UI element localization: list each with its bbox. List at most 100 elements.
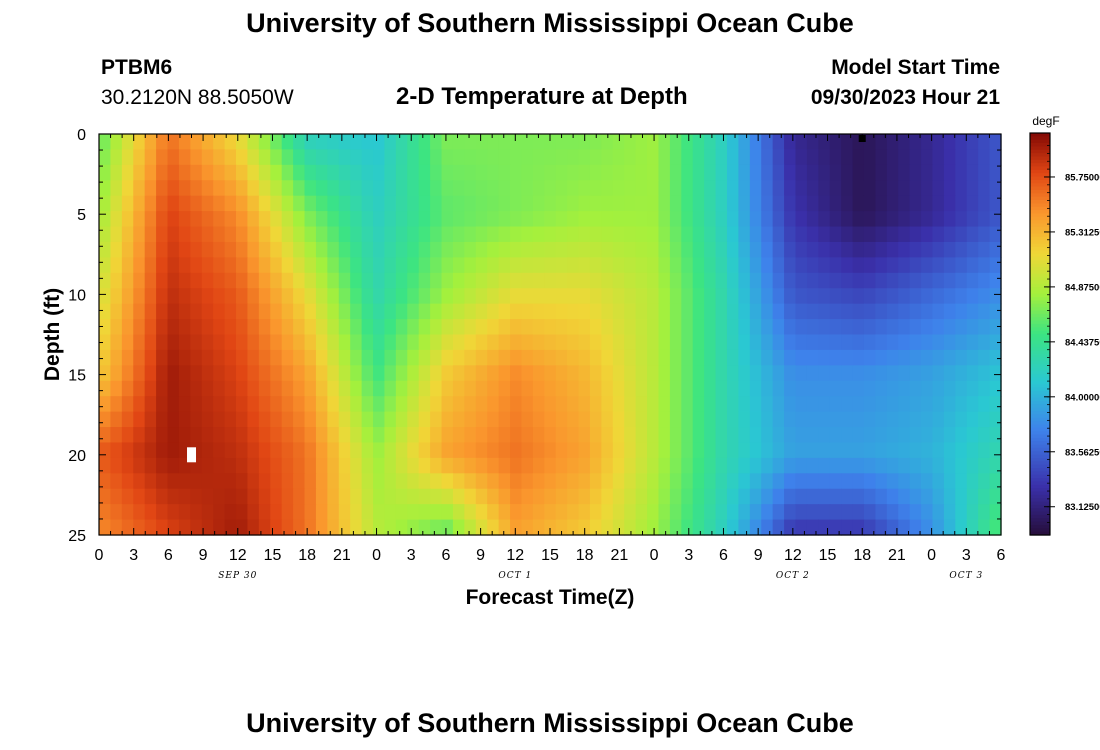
heatmap-cell	[692, 349, 705, 366]
heatmap-cell	[761, 226, 774, 243]
heatmap-cell	[681, 149, 694, 166]
heatmap-cell	[121, 134, 134, 151]
heatmap-cell	[190, 288, 203, 305]
heatmap-cell	[726, 442, 739, 459]
x-tick-label: 0	[95, 547, 104, 564]
heatmap-cell	[464, 504, 477, 521]
colorbar-swatch	[1030, 528, 1050, 533]
heatmap-cell	[304, 319, 317, 336]
heatmap-cell	[133, 427, 146, 444]
heatmap-cell	[943, 380, 956, 397]
heatmap-cell	[510, 241, 523, 258]
heatmap-cell	[818, 427, 831, 444]
heatmap-cell	[213, 411, 226, 428]
heatmap-cell	[441, 134, 454, 151]
heatmap-cell	[555, 180, 568, 197]
heatmap-cell	[418, 164, 431, 181]
heatmap-cell	[989, 288, 1002, 305]
y-tick-label: 0	[77, 127, 86, 144]
heatmap-cell	[909, 504, 922, 521]
heatmap-cell	[829, 365, 842, 382]
heatmap-cell	[647, 488, 660, 505]
heatmap-cell	[692, 457, 705, 474]
heatmap-cell	[213, 288, 226, 305]
heatmap-cell	[407, 427, 420, 444]
heatmap-cell	[110, 272, 123, 289]
heatmap-cell	[510, 365, 523, 382]
heatmap-cell	[247, 241, 260, 258]
heatmap-cell	[966, 241, 979, 258]
heatmap-cell	[133, 241, 146, 258]
heatmap-cell	[578, 272, 591, 289]
heatmap-cell	[441, 457, 454, 474]
heatmap-cell	[498, 427, 511, 444]
x-tick-label: 3	[129, 547, 138, 564]
heatmap-cell	[624, 272, 637, 289]
heatmap-cell	[875, 365, 888, 382]
heatmap-cell	[384, 365, 397, 382]
heatmap-cell	[852, 272, 865, 289]
heatmap-cell	[989, 272, 1002, 289]
heatmap-cell	[452, 272, 465, 289]
heatmap-cell	[133, 272, 146, 289]
heatmap-cell	[224, 519, 237, 536]
heatmap-cell	[863, 164, 877, 181]
heatmap-cell	[601, 149, 614, 166]
heatmap-cell	[236, 134, 249, 151]
heatmap-cell	[749, 488, 762, 505]
heatmap-cell	[418, 303, 431, 320]
heatmap-cell	[213, 241, 226, 258]
heatmap-cell	[567, 504, 580, 521]
heatmap-cell	[178, 504, 191, 521]
heatmap-cell	[110, 334, 123, 351]
heatmap-cell	[612, 380, 625, 397]
heatmap-cell	[932, 427, 945, 444]
heatmap-cell	[795, 149, 808, 166]
heatmap-cell	[452, 411, 465, 428]
heatmap-cell	[761, 164, 774, 181]
heatmap-cell	[726, 380, 739, 397]
heatmap-cell	[110, 457, 123, 474]
heatmap-cell	[612, 149, 625, 166]
heatmap-cell	[978, 334, 991, 351]
heatmap-cell	[898, 211, 911, 228]
colorbar-swatch	[1030, 280, 1050, 285]
heatmap-cell	[544, 427, 557, 444]
colorbar-tick-label: 84.43750	[1065, 337, 1100, 348]
heatmap-cell	[373, 180, 386, 197]
heatmap-cell	[464, 365, 477, 382]
heatmap-cell	[966, 180, 979, 197]
heatmap-cell	[898, 365, 911, 382]
heatmap-cell	[373, 488, 386, 505]
heatmap-cell	[749, 519, 762, 536]
heatmap-cell	[156, 442, 169, 459]
heatmap-cell	[647, 149, 660, 166]
heatmap-cell	[921, 303, 934, 320]
heatmap-cell	[144, 380, 157, 397]
heatmap-cell	[921, 519, 934, 536]
heatmap-cell	[487, 504, 500, 521]
heatmap-cell	[156, 488, 169, 505]
heatmap-cell	[281, 272, 294, 289]
heatmap-cell	[144, 211, 157, 228]
heatmap-cell	[133, 257, 146, 274]
heatmap-cell	[498, 241, 511, 258]
heatmap-cell	[669, 365, 682, 382]
heatmap-cell	[921, 288, 934, 305]
heatmap-cell	[852, 457, 865, 474]
heatmap-cell	[841, 504, 854, 521]
heatmap-cell	[966, 272, 979, 289]
heatmap-cell	[156, 334, 169, 351]
heatmap-cell	[669, 272, 682, 289]
heatmap-cell	[818, 442, 831, 459]
colorbar-swatch	[1030, 494, 1050, 499]
heatmap-cell	[430, 396, 443, 413]
heatmap-cell	[441, 473, 454, 490]
heatmap-cell	[99, 319, 112, 336]
heatmap-cell	[772, 303, 785, 320]
x-tick-label: 3	[407, 547, 416, 564]
heatmap-cell	[772, 488, 785, 505]
heatmap-cell	[315, 303, 328, 320]
heatmap-cell	[236, 211, 249, 228]
heatmap-cell	[236, 288, 249, 305]
